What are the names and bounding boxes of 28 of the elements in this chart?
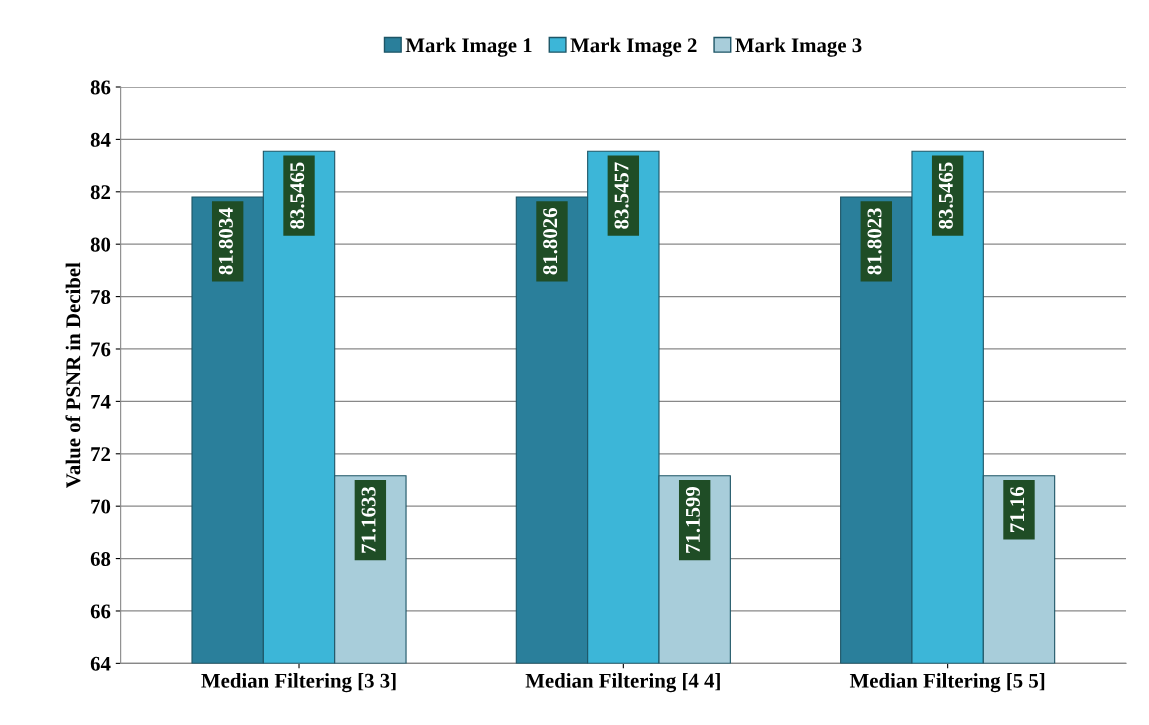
legend-label: Mark Image 2 [570,37,697,57]
y-tick-label: 78 [91,289,111,305]
y-tick-label: 80 [90,237,111,252]
x-tick-label: Median Filtering [5 5] [849,673,1045,693]
x-tick-label: Median Filtering [3 3] [201,673,396,693]
y-tick-label: 86 [90,80,111,95]
data-label: 83.5465 [938,162,953,229]
data-label: 71.16 [1010,486,1025,532]
y-tick-label: 68 [90,551,111,567]
data-label: 71.1633 [361,486,376,553]
data-label: 81.8026 [543,208,558,275]
y-tick-label: 76 [91,342,111,357]
data-label: 81.8023 [867,208,882,275]
y-tick-label: 66 [90,604,111,619]
data-label: 71.1599 [685,487,700,553]
y-tick-label: 64 [90,656,111,671]
y-tick-label: 72 [91,447,111,462]
legend-label: Mark Image 3 [735,37,862,57]
legend-label: Mark Image 1 [405,37,532,57]
data-label: 83.5465 [290,162,305,229]
data-label: 83.5457 [614,162,629,229]
y-tick-label: 74 [91,394,111,409]
data-label: 81.8034 [218,207,233,275]
y-axis-title: Value of PSNR in Decibel [65,262,81,488]
x-tick-label: Median Filtering [4 4] [525,673,720,693]
y-tick-label: 82 [90,185,111,200]
y-tick-label: 70 [91,499,111,514]
y-tick-label: 84 [90,132,111,147]
